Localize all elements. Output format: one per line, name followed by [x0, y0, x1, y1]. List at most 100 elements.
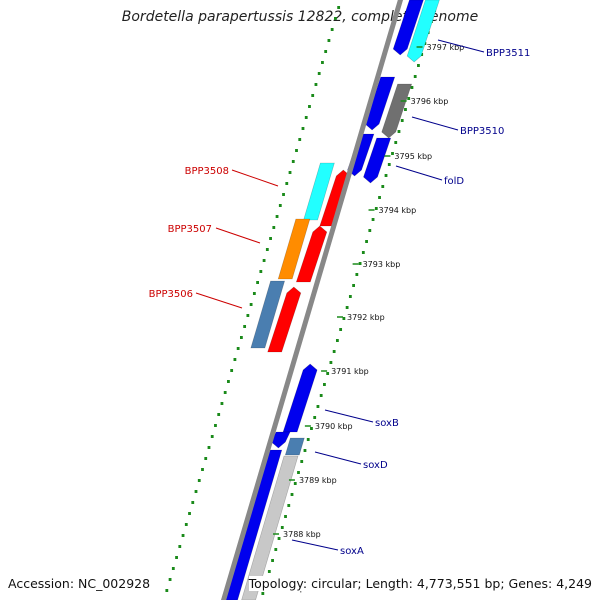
gc-dot — [259, 270, 263, 273]
label-leader — [195, 292, 243, 309]
gc-dot — [310, 427, 313, 430]
gc-dot — [327, 39, 331, 42]
gc-dot — [381, 185, 385, 188]
gc-dot — [227, 380, 230, 383]
gc-dot — [334, 17, 337, 20]
gene-bpp3507-a — [277, 218, 311, 280]
gc-dot — [249, 303, 253, 306]
gc-dot — [339, 328, 343, 331]
gc-dot — [387, 163, 391, 166]
gc-dot — [300, 460, 304, 463]
gc-dot — [308, 105, 311, 108]
label-leader — [395, 165, 443, 181]
gc-dot — [374, 207, 378, 210]
gene-features — [223, 0, 440, 600]
gene-label-bpp3506: BPP3506 — [149, 289, 193, 300]
topology-text: Topology: circular; Length: 4,773,551 bp… — [248, 576, 592, 591]
gc-dot — [361, 251, 365, 254]
gc-dot — [337, 6, 341, 9]
gc-dot — [175, 556, 178, 559]
gc-dot — [352, 284, 355, 287]
gene-bpp3510-b — [381, 83, 413, 139]
gc-dot — [271, 559, 274, 562]
gc-dot — [191, 501, 195, 504]
gc-dot — [165, 589, 169, 592]
gene-label-bpp3507: BPP3507 — [168, 224, 212, 235]
gc-dot — [365, 240, 368, 243]
gene-label-soxa: soxA — [340, 546, 364, 557]
gc-dot — [400, 119, 404, 122]
tick-label: 3788 kbp — [283, 530, 321, 539]
gc-dot — [304, 116, 308, 119]
gene-bpp3506-b — [267, 286, 302, 353]
gc-dot — [391, 152, 394, 155]
gene-label-bpp3511: BPP3511 — [486, 48, 530, 59]
gene-soxd — [284, 437, 305, 456]
gc-dot — [371, 218, 375, 221]
gc-dot — [326, 372, 330, 375]
gc-dot — [233, 358, 237, 361]
gc-dot — [230, 369, 234, 372]
gc-dot — [355, 273, 359, 276]
gc-dot — [332, 350, 336, 353]
gc-dot — [274, 548, 278, 551]
gene-bpp3511-a — [392, 0, 424, 56]
gc-dot — [188, 512, 191, 515]
tick-label: 3789 kbp — [299, 476, 337, 485]
gc-dot — [368, 229, 372, 232]
gc-dot — [345, 306, 349, 309]
gc-dot — [311, 94, 315, 97]
label-leader — [231, 169, 279, 187]
gc-dot — [303, 449, 307, 452]
label-leader — [437, 39, 485, 53]
gc-dot — [295, 149, 298, 152]
gene-bpp3508-a — [303, 162, 335, 221]
gene-bpp3511-b — [406, 0, 440, 63]
gc-dot — [324, 50, 328, 53]
gc-dot — [256, 281, 259, 284]
gc-dot — [223, 391, 227, 394]
gc-dot — [413, 75, 417, 78]
gc-dot — [319, 394, 323, 397]
gc-dot — [194, 490, 198, 493]
gc-dot — [404, 108, 407, 111]
label-leader — [215, 227, 261, 244]
gc-dot — [280, 526, 284, 529]
tick-label: 3792 kbp — [347, 313, 385, 322]
gc-dot — [277, 537, 281, 540]
gc-dot — [204, 457, 208, 460]
gc-dot — [384, 174, 388, 177]
gene-label-soxd: soxD — [363, 460, 388, 471]
gc-dot — [239, 336, 243, 339]
gc-dot — [220, 402, 224, 405]
gene-label-fold: folD — [444, 176, 464, 187]
gc-dot — [306, 438, 310, 441]
gc-dot — [282, 193, 285, 196]
label-leader — [411, 116, 459, 131]
gc-dot — [214, 424, 217, 427]
gc-dot — [275, 215, 279, 218]
gc-dot — [267, 570, 271, 573]
gene-fold-b — [363, 137, 392, 184]
tick-label: 3790 kbp — [315, 422, 353, 431]
gene-soxb — [282, 363, 318, 433]
gc-dot — [236, 347, 240, 350]
tick-label: 3793 kbp — [363, 260, 401, 269]
gc-dot — [243, 325, 247, 328]
gc-dot — [171, 567, 175, 570]
gc-dot — [288, 171, 292, 174]
label-leader — [324, 409, 374, 423]
gc-dot — [287, 504, 291, 507]
gc-dot — [342, 317, 346, 320]
tick-label: 3797 kbp — [427, 43, 465, 52]
gc-dot — [217, 413, 221, 416]
gc-dot — [316, 405, 320, 408]
gc-dot — [298, 138, 302, 141]
gene-labels: BPP3511 BPP3510 folD soxB soxD soxA BPP3508 BPP… — [149, 39, 530, 557]
gc-dot — [348, 295, 352, 298]
gc-dot — [314, 83, 318, 86]
gene-label-bpp3508: BPP3508 — [185, 166, 229, 177]
tick-label: 3796 kbp — [411, 97, 449, 106]
gc-dot — [329, 361, 333, 364]
